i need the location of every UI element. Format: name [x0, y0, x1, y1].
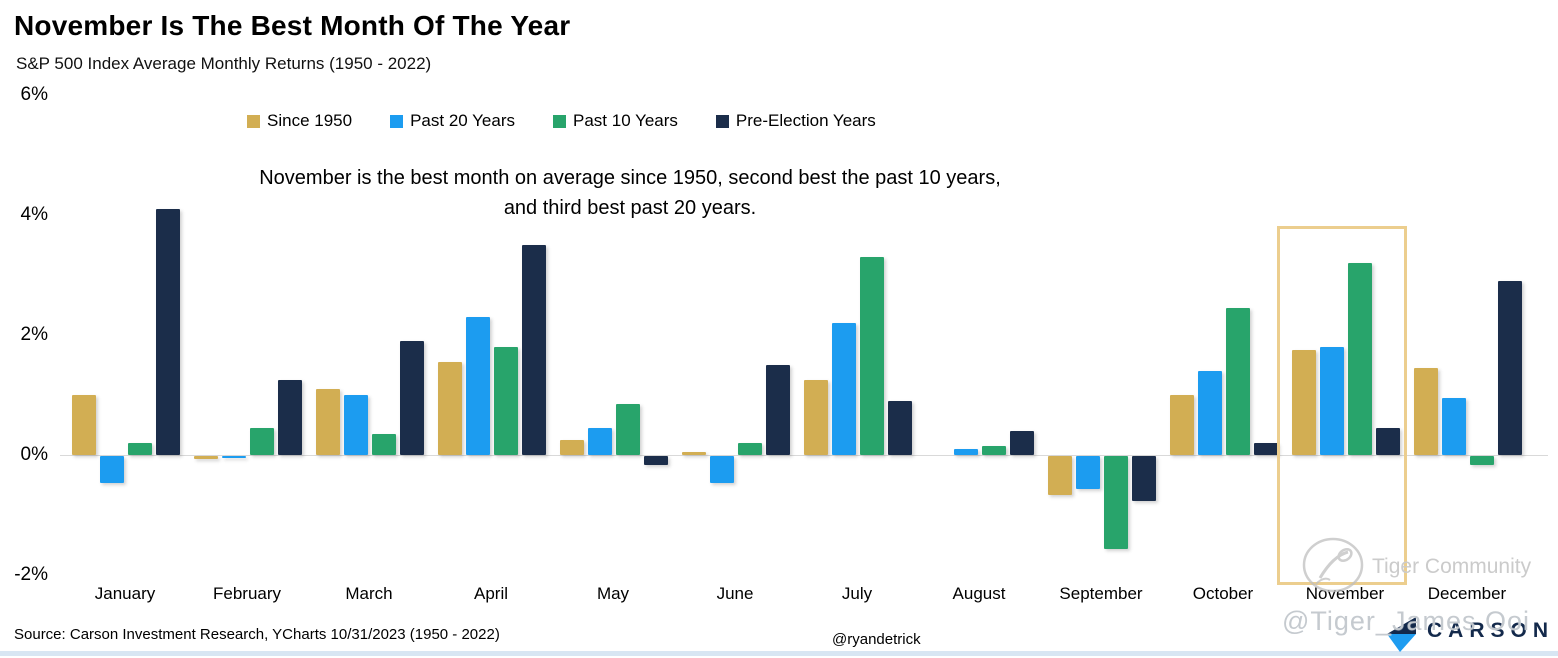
- bottom-border: [0, 651, 1558, 656]
- legend-label: Since 1950: [267, 111, 353, 130]
- legend-label: Past 10 Years: [573, 111, 678, 130]
- bar-august-pre-election-years: [1010, 431, 1034, 455]
- x-axis-label: June: [716, 584, 754, 603]
- bar-october-pre-election-years: [1254, 443, 1278, 455]
- legend-swatch-icon: [715, 114, 729, 128]
- legend-item: Past 10 Years: [553, 111, 678, 131]
- chart-subtitle: S&P 500 Index Average Monthly Returns (1…: [16, 54, 432, 73]
- bar-june-past-10-years: [738, 443, 762, 455]
- bar-march-pre-election-years: [400, 341, 424, 455]
- x-axis-label: March: [345, 584, 393, 603]
- x-axis-label: May: [596, 584, 630, 603]
- bar-september-past-10-years: [1104, 456, 1128, 549]
- y-tick-label: 0%: [20, 444, 48, 465]
- author-handle: @ryandetrick: [832, 631, 921, 648]
- legend-swatch-icon: [247, 114, 260, 128]
- tiger-community-watermark: Tiger Community: [1372, 555, 1532, 578]
- bar-february-past-10-years: [250, 428, 274, 455]
- tiger-user-watermark: @Tiger_James Ooi: [1282, 606, 1530, 636]
- bar-october-past-10-years: [1226, 308, 1250, 455]
- legend-item: Since 1950: [247, 111, 352, 131]
- zero-gridline: [60, 455, 1548, 456]
- bar-february-past-20-years: [222, 456, 246, 458]
- bar-november-pre-election-years: [1376, 428, 1400, 455]
- bar-december-past-20-years: [1442, 398, 1466, 455]
- bar-october-since-1950: [1170, 395, 1194, 455]
- bar-july-past-20-years: [832, 323, 856, 455]
- bar-july-pre-election-years: [888, 401, 912, 455]
- bar-april-past-20-years: [466, 317, 490, 455]
- bar-november-since-1950: [1292, 350, 1316, 455]
- x-axis-label: September: [1059, 584, 1143, 603]
- bar-february-pre-election-years: [278, 380, 302, 455]
- y-tick-label: -2%: [14, 564, 48, 585]
- bar-december-pre-election-years: [1498, 281, 1522, 455]
- x-axis-label: November: [1305, 584, 1385, 603]
- bar-september-pre-election-years: [1132, 456, 1156, 501]
- x-axis-label: August: [952, 584, 1006, 603]
- bar-may-pre-election-years: [644, 456, 668, 465]
- source-text: Source: Carson Investment Research, YCha…: [14, 626, 500, 643]
- y-tick-label: 6%: [20, 84, 48, 105]
- bar-april-pre-election-years: [522, 245, 546, 455]
- bar-june-since-1950: [682, 452, 706, 455]
- bar-january-since-1950: [72, 395, 96, 455]
- bar-march-past-10-years: [372, 434, 396, 455]
- bar-january-pre-election-years: [156, 209, 180, 455]
- legend-label: Pre-Election Years: [735, 111, 876, 130]
- bar-april-past-10-years: [494, 347, 518, 455]
- page-title: November Is The Best Month Of The Year: [14, 10, 571, 41]
- bar-august-past-10-years: [982, 446, 1006, 455]
- legend: Since 1950 Past 20 Years Past 10 Years Pre-…: [247, 111, 876, 131]
- bar-december-since-1950: [1414, 368, 1438, 455]
- bar-november-past-20-years: [1320, 347, 1344, 455]
- bar-august-past-20-years: [954, 449, 978, 455]
- annotation-text: November is the best month on average si…: [259, 167, 1001, 219]
- x-axis-label: January: [94, 584, 156, 603]
- x-axis-label: December: [1427, 584, 1507, 603]
- bar-january-past-20-years: [100, 456, 124, 483]
- bar-december-past-10-years: [1470, 456, 1494, 465]
- bar-september-since-1950: [1048, 456, 1072, 495]
- bar-june-past-20-years: [710, 456, 734, 483]
- legend-item: Past 20 Years: [390, 111, 515, 131]
- bar-january-past-10-years: [128, 443, 152, 455]
- bar-may-since-1950: [560, 440, 584, 455]
- legend-swatch-icon: [553, 114, 566, 128]
- x-axis-label: April: [473, 584, 508, 603]
- x-axis-label: July: [841, 584, 873, 603]
- bar-may-past-10-years: [616, 404, 640, 455]
- bar-april-since-1950: [438, 362, 462, 455]
- legend-swatch-icon: [390, 114, 404, 128]
- legend-item: Pre-Election Years: [715, 111, 876, 131]
- x-axis-label: February: [212, 584, 282, 603]
- bar-may-past-20-years: [588, 428, 612, 455]
- bar-march-past-20-years: [344, 395, 368, 455]
- bar-july-since-1950: [804, 380, 828, 455]
- legend-label: Past 20 Years: [410, 111, 515, 130]
- november-highlight-box: [1277, 226, 1407, 585]
- bar-june-pre-election-years: [766, 365, 790, 455]
- x-axis-label: October: [1192, 584, 1254, 603]
- carson-brand-name: CARSON: [1427, 619, 1555, 642]
- bar-march-since-1950: [316, 389, 340, 455]
- bar-july-past-10-years: [860, 257, 884, 455]
- carson-flag-icon: [1383, 615, 1419, 658]
- bar-november-past-10-years: [1348, 263, 1372, 455]
- bar-september-past-20-years: [1076, 456, 1100, 489]
- tiger-community-logo-icon: [1300, 536, 1366, 601]
- y-tick-label: 2%: [20, 324, 48, 345]
- bar-october-past-20-years: [1198, 371, 1222, 455]
- carson-logo: CARSON: [1383, 615, 1554, 658]
- bar-february-since-1950: [194, 456, 218, 459]
- y-tick-label: 4%: [20, 204, 48, 225]
